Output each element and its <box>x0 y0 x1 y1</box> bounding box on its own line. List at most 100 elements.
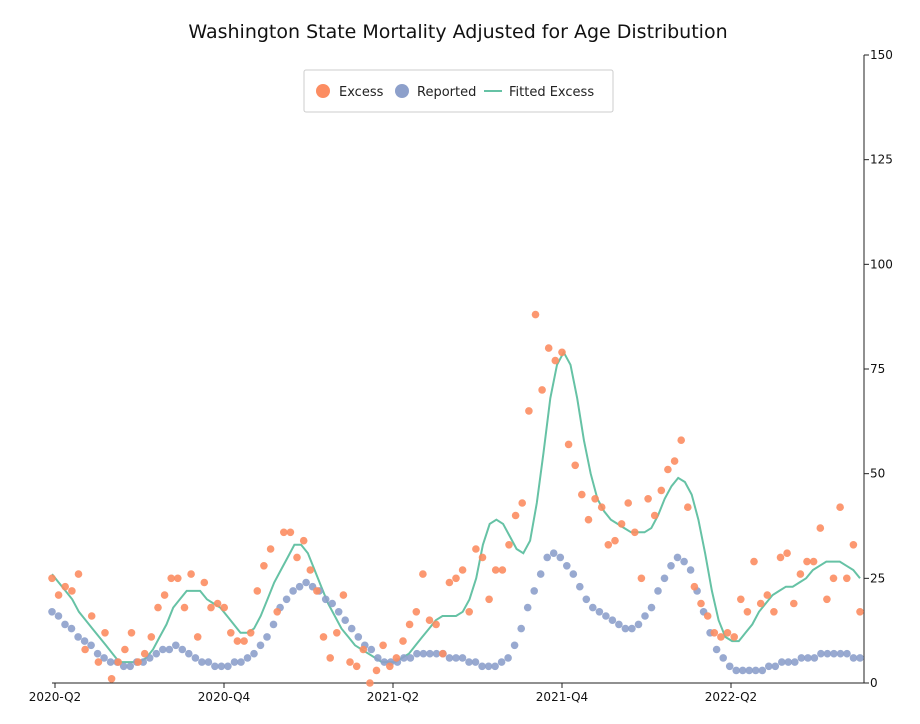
excess-point <box>604 541 613 549</box>
reported-point <box>751 666 760 675</box>
excess-point <box>498 566 507 574</box>
reported-point <box>856 654 864 662</box>
reported-point <box>667 562 675 570</box>
excess-point <box>743 608 752 616</box>
reported-point <box>582 595 591 604</box>
excess-point <box>114 658 122 666</box>
excess-series <box>48 310 864 687</box>
excess-point <box>491 566 500 574</box>
excess-point <box>750 557 758 566</box>
reported-point <box>295 582 304 591</box>
reported-point <box>810 654 819 662</box>
y-tick-label: 150 <box>870 48 893 62</box>
reported-point <box>145 654 154 662</box>
reported-point <box>341 616 350 624</box>
reported-point <box>419 649 428 658</box>
reported-point <box>608 616 617 624</box>
excess-point <box>458 566 467 574</box>
reported-point <box>778 658 786 666</box>
excess-point <box>690 582 699 591</box>
reported-point <box>712 645 721 654</box>
reported-point <box>491 662 499 671</box>
reported-point <box>725 662 734 671</box>
excess-point <box>697 599 705 608</box>
excess-point <box>478 553 487 562</box>
reported-point <box>621 624 630 633</box>
excess-point <box>306 566 315 574</box>
excess-point <box>127 629 136 637</box>
reported-point <box>224 662 232 671</box>
excess-point <box>465 608 474 616</box>
reported-point <box>152 649 161 658</box>
reported-point <box>380 658 389 666</box>
reported-point <box>74 633 82 641</box>
excess-point <box>280 528 288 537</box>
excess-point <box>684 503 692 512</box>
x-tick-label: 2020-Q2 <box>29 690 81 704</box>
reported-point <box>87 641 95 650</box>
reported-point <box>517 624 525 633</box>
reported-point <box>61 620 69 629</box>
legend-item-excess[interactable]: Excess <box>316 84 384 100</box>
reported-point <box>634 620 643 629</box>
legend-label-reported: Reported <box>417 85 476 100</box>
reported-point <box>536 570 545 578</box>
y-tick-label: 0 <box>870 676 878 690</box>
reported-point <box>445 654 454 662</box>
legend-item-fitted-excess[interactable]: Fitted Excess <box>484 85 594 100</box>
excess-point <box>432 620 440 629</box>
excess-point <box>445 578 454 587</box>
excess-point <box>823 595 831 604</box>
excess-point <box>571 461 579 470</box>
reported-point <box>530 587 538 595</box>
reported-point <box>354 633 363 641</box>
excess-point <box>425 616 434 624</box>
x-tick-label: 2022-Q2 <box>705 690 757 704</box>
reported-point <box>237 658 245 666</box>
excess-point <box>650 511 659 520</box>
excess-point <box>452 574 460 583</box>
excess-point <box>140 649 149 658</box>
excess-point <box>597 503 606 512</box>
reported-point <box>849 654 858 662</box>
excess-point <box>856 608 864 616</box>
excess-point <box>399 637 407 645</box>
x-tick-label: 2020-Q4 <box>198 690 250 704</box>
reported-point <box>67 624 76 633</box>
excess-point <box>207 603 215 612</box>
reported-point <box>765 662 773 671</box>
excess-point <box>816 524 825 532</box>
chart-title: Washington State Mortality Adjusted for … <box>188 21 727 43</box>
excess-point <box>101 629 109 637</box>
reported-point <box>738 666 747 675</box>
y-tick-label: 125 <box>870 153 893 167</box>
y-tick-label: 25 <box>870 571 885 585</box>
excess-point <box>339 591 348 599</box>
excess-point <box>346 658 354 666</box>
reported-point <box>745 666 753 675</box>
excess-point <box>538 386 546 394</box>
excess-point <box>558 348 566 357</box>
excess-point <box>260 562 268 570</box>
reported-point <box>302 578 310 587</box>
legend-label-fitted-excess: Fitted Excess <box>509 85 594 100</box>
legend-box <box>303 69 614 113</box>
excess-point <box>352 662 361 671</box>
legend-label-excess: Excess <box>339 85 384 100</box>
reported-point <box>282 595 291 604</box>
excess-point <box>783 549 791 557</box>
reported-point <box>198 658 206 666</box>
reported-point <box>465 658 473 666</box>
excess-point <box>710 629 719 637</box>
excess-point <box>849 541 858 549</box>
reported-point <box>563 562 571 570</box>
reported-point <box>347 624 356 633</box>
excess-point <box>531 310 540 319</box>
reported-point <box>543 553 551 562</box>
excess-point <box>723 629 732 637</box>
reported-point <box>797 654 806 662</box>
reported-point <box>452 654 460 662</box>
reported-point <box>48 608 56 616</box>
legend-item-reported[interactable]: Reported <box>395 84 476 100</box>
reported-point <box>549 549 558 557</box>
